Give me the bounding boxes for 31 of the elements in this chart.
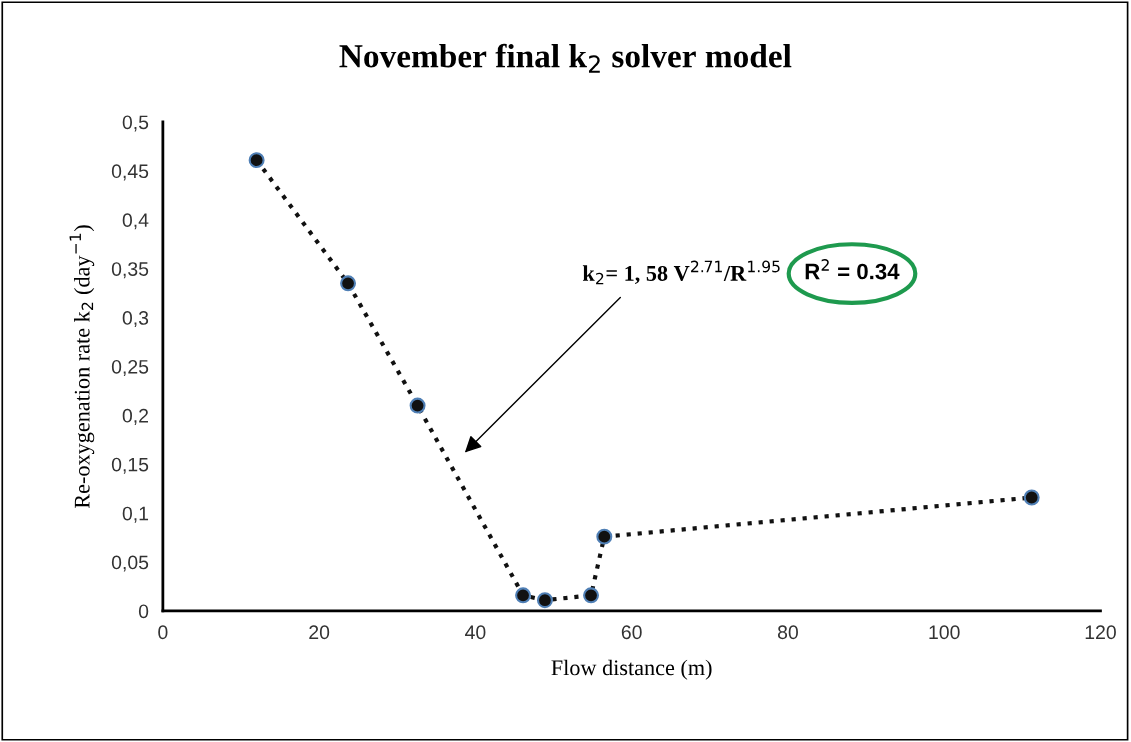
y-tick-label: 0,35 [111, 262, 149, 279]
y-tick-label: 0,4 [122, 213, 149, 230]
x-tick-label: 40 [465, 625, 486, 640]
y-tick-label: 0 [138, 604, 149, 619]
point [583, 587, 600, 604]
point [1023, 489, 1040, 506]
y-tick-label: 0,25 [111, 359, 149, 377]
point [340, 275, 357, 292]
x-tick-label: 120 [1085, 625, 1116, 640]
chart-title: November final k$_{2}$ solver model [339, 43, 792, 73]
y-tick-label: 0,05 [111, 555, 149, 572]
point [536, 592, 553, 609]
x-tick-label: 60 [621, 625, 642, 640]
annotation: k$_{2}$= 1, 58 V$^{2.71}$/R$^{1.95}$ [582, 260, 780, 285]
y-tick-label: 0,5 [122, 115, 149, 132]
point [248, 152, 265, 169]
y-tick-label: 0,3 [122, 311, 149, 328]
y-tick-label: 0,15 [111, 457, 149, 474]
y-tick-label: 0,2 [122, 408, 148, 425]
x-tick-label: 0 [158, 625, 168, 640]
y-axis-title: Re-oxygenation rate k$_{2}$ (day$^{−1}$) [69, 225, 95, 509]
point [409, 397, 426, 414]
point [596, 528, 613, 545]
x-tick-label: 100 [929, 625, 960, 640]
x-tick-label: 80 [777, 625, 798, 640]
y-tick-label: 0,1 [122, 506, 149, 523]
point [515, 587, 532, 604]
x-tick-label: 20 [309, 625, 330, 640]
x-axis-title: Flow distance (m) [551, 659, 712, 680]
y-tick-label: 0,45 [111, 164, 149, 181]
annotation: R$^{2}$ = 0.34 [805, 259, 900, 280]
